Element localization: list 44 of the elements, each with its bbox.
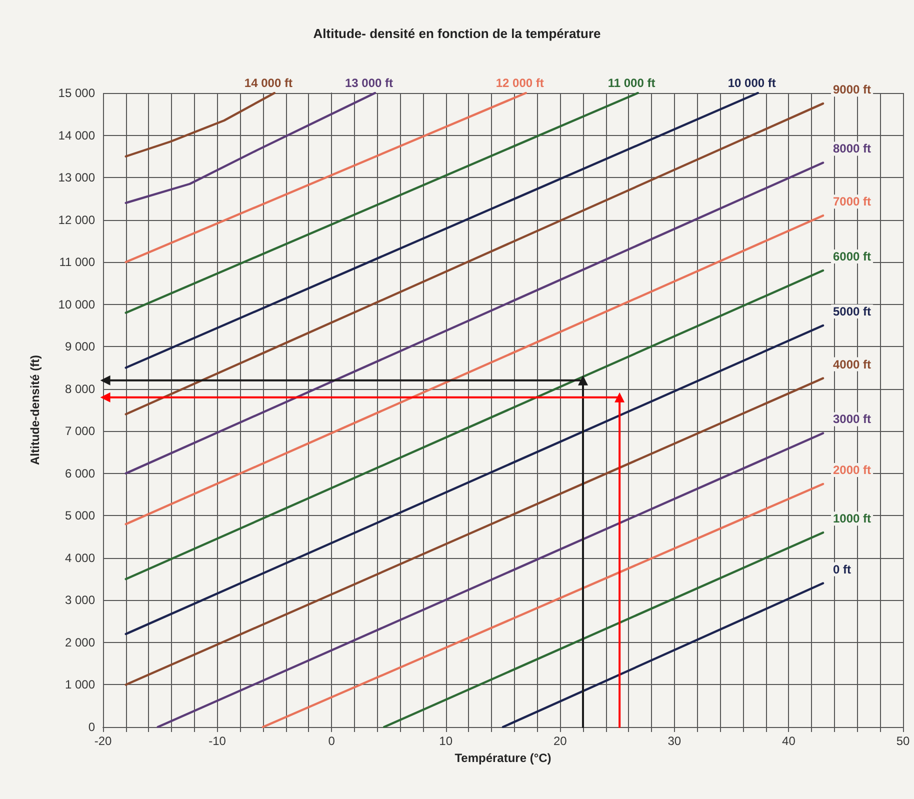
series-label: 1000 ft bbox=[833, 512, 872, 526]
chart-title: Altitude- densité en fonction de la température bbox=[313, 26, 601, 41]
y-tick-label: 4 000 bbox=[64, 550, 96, 565]
series-label: 14 000 ft bbox=[244, 76, 292, 90]
x-tick-label: 20 bbox=[553, 734, 568, 748]
y-tick-label: 14 000 bbox=[58, 128, 96, 142]
x-axis-title: Température (°C) bbox=[454, 750, 552, 765]
y-tick-label: 0 bbox=[88, 720, 96, 734]
series-label: 12 000 ft bbox=[496, 76, 544, 90]
series-label: 4000 ft bbox=[833, 357, 872, 372]
y-tick-label: 1 000 bbox=[64, 678, 96, 692]
series-label: 6000 ft bbox=[833, 250, 872, 264]
series-label: 13 000 ft bbox=[345, 76, 394, 90]
series-label: 8000 ft bbox=[833, 142, 872, 156]
y-tick-label: 11 000 bbox=[59, 255, 96, 270]
y-tick-label: 9 000 bbox=[64, 340, 96, 354]
y-tick-label: 3 000 bbox=[64, 593, 96, 608]
series-label: 10 000 ft bbox=[728, 76, 776, 90]
y-axis-title: Altitude-densité (ft) bbox=[28, 355, 42, 465]
y-tick-label: 8 000 bbox=[64, 382, 96, 396]
x-tick-label: 50 bbox=[896, 734, 910, 748]
y-tick-label: 5 000 bbox=[64, 508, 96, 523]
series-label: 7000 ft bbox=[833, 194, 872, 209]
x-tick-label: -10 bbox=[208, 734, 226, 748]
y-tick-label: 2 000 bbox=[64, 635, 96, 650]
series-label: 3000 ft bbox=[833, 412, 872, 426]
y-tick-label: 7 000 bbox=[64, 424, 96, 438]
series-label: 5000 ft bbox=[833, 304, 872, 318]
y-tick-label: 6 000 bbox=[64, 466, 96, 480]
line-series bbox=[124, 92, 376, 204]
x-tick-label: 0 bbox=[328, 734, 336, 748]
x-tick-label: 10 bbox=[439, 734, 453, 748]
y-tick-label: 12 000 bbox=[58, 212, 96, 227]
series-label: 11 000 ft bbox=[608, 76, 656, 90]
series-label: 0 ft bbox=[833, 562, 852, 576]
series-label: 9000 ft bbox=[833, 82, 872, 97]
series-label: 2000 ft bbox=[833, 462, 872, 477]
y-tick-label: 15 000 bbox=[58, 86, 96, 100]
line-series bbox=[124, 92, 276, 158]
x-tick-label: 40 bbox=[782, 734, 796, 748]
y-tick-label: 13 000 bbox=[58, 170, 96, 185]
y-tick-label: 10 000 bbox=[58, 297, 96, 312]
x-tick-label: 30 bbox=[668, 734, 682, 748]
x-tick-label: -20 bbox=[94, 734, 112, 748]
